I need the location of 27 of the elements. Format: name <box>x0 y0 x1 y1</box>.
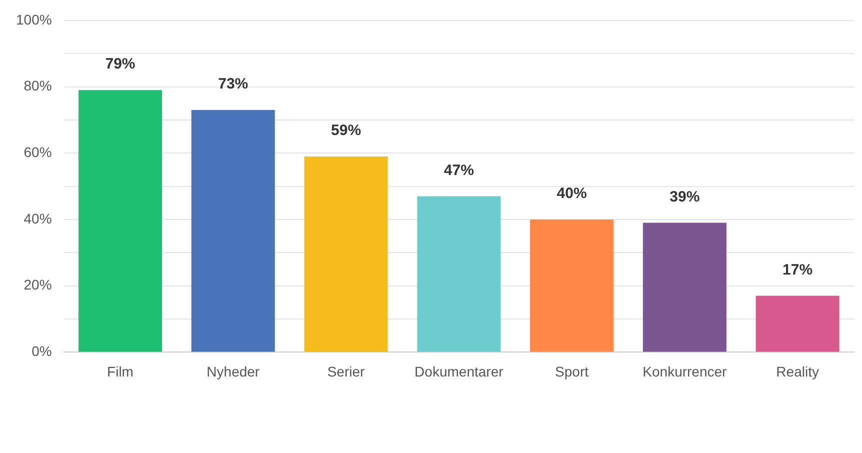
data-label: 39% <box>670 188 700 206</box>
x-tick-label: Dokumentarer <box>414 363 504 380</box>
y-tick-label: 80% <box>24 78 52 94</box>
bar <box>78 90 162 352</box>
y-tick-label: 40% <box>24 210 52 226</box>
y-tick-label: 20% <box>24 276 52 293</box>
data-label: 59% <box>331 122 362 140</box>
x-tick-label: Reality <box>776 363 819 380</box>
data-label: 40% <box>556 185 587 202</box>
y-tick-label: 100% <box>16 11 52 28</box>
x-tick-label: Sport <box>555 363 589 380</box>
x-tick-label: Konkurrencer <box>642 363 728 380</box>
bar <box>756 296 840 352</box>
y-tick-label: 60% <box>24 144 52 160</box>
x-tick-label: Nyheder <box>206 363 260 380</box>
bar <box>642 222 726 352</box>
x-tick-label: Film <box>107 363 134 380</box>
data-label: 73% <box>218 76 248 93</box>
bar <box>417 196 501 352</box>
x-tick-label: Serier <box>327 363 366 380</box>
bar <box>304 156 388 352</box>
data-label: 17% <box>782 261 813 278</box>
data-label: 47% <box>444 162 474 179</box>
bar <box>530 219 614 352</box>
data-label: 79% <box>105 56 136 73</box>
y-tick-label: 0% <box>32 343 52 360</box>
bar <box>191 110 275 352</box>
